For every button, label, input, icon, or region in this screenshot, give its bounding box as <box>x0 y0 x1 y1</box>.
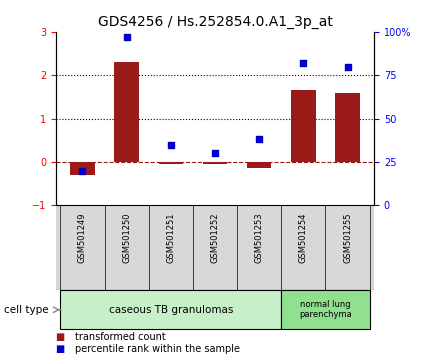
Point <box>79 168 86 173</box>
Text: ■: ■ <box>55 332 65 342</box>
Text: ■: ■ <box>55 344 65 354</box>
Text: normal lung
parenchyma: normal lung parenchyma <box>299 300 352 319</box>
Title: GDS4256 / Hs.252854.0.A1_3p_at: GDS4256 / Hs.252854.0.A1_3p_at <box>98 16 332 29</box>
Bar <box>159 162 183 164</box>
Text: cell type: cell type <box>4 305 49 315</box>
Text: GSM501249: GSM501249 <box>78 212 87 263</box>
Bar <box>203 162 227 164</box>
Bar <box>247 162 271 169</box>
Text: GSM501250: GSM501250 <box>122 212 131 263</box>
Point <box>123 34 130 40</box>
Point <box>344 64 351 69</box>
Text: GSM501252: GSM501252 <box>211 212 219 263</box>
Bar <box>70 162 95 175</box>
Text: GSM501254: GSM501254 <box>299 212 308 263</box>
Bar <box>291 90 316 162</box>
Text: GSM501255: GSM501255 <box>343 212 352 263</box>
Bar <box>335 92 360 162</box>
Bar <box>60 290 281 329</box>
Point <box>212 150 218 156</box>
Bar <box>114 62 139 162</box>
Text: caseous TB granulomas: caseous TB granulomas <box>109 305 233 315</box>
Point <box>256 137 263 142</box>
Text: transformed count: transformed count <box>75 332 166 342</box>
Text: percentile rank within the sample: percentile rank within the sample <box>75 344 240 354</box>
Point <box>300 60 307 66</box>
Bar <box>281 290 370 329</box>
Text: GSM501253: GSM501253 <box>255 212 264 263</box>
Point <box>167 142 174 147</box>
Text: GSM501251: GSM501251 <box>166 212 175 263</box>
